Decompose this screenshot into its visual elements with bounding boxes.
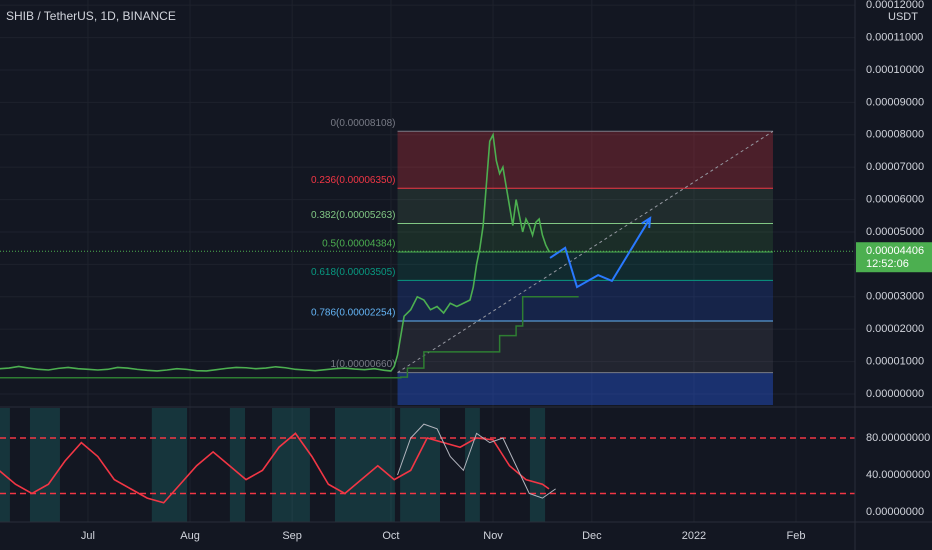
trailing-line — [0, 296, 579, 379]
axis-unit: USDT — [888, 11, 918, 23]
highlight-zone — [151, 408, 188, 522]
y-tick-label: 0.00010000 — [866, 64, 924, 76]
y-tick-label: 0.00001000 — [866, 355, 924, 367]
y-tick-label: 0.00003000 — [866, 291, 924, 303]
y-tick-label: 0.00009000 — [866, 96, 924, 108]
x-tick-label: Aug — [180, 530, 200, 542]
countdown-label: 12:52:06 — [866, 258, 909, 270]
highlight-zone — [465, 408, 480, 522]
y-tick-label: 80.00000000 — [866, 432, 930, 444]
highlight-zone — [400, 408, 441, 522]
y-tick-label: 40.00000000 — [866, 469, 930, 481]
highlight-zone — [272, 408, 310, 522]
fib-band — [397, 131, 773, 189]
y-tick-label: 0.00008000 — [866, 129, 924, 141]
highlight-zone — [29, 408, 60, 522]
highlight-zone — [229, 408, 246, 522]
x-tick-label: Dec — [582, 530, 602, 542]
x-tick-label: Sep — [282, 530, 302, 542]
x-tick-label: Oct — [382, 530, 399, 542]
fib-label: 0.236(0.00006350) — [311, 175, 396, 186]
y-tick-label: 0.00002000 — [866, 323, 924, 335]
last-price-label: 0.00004406 — [866, 245, 924, 257]
oscillator-line — [397, 423, 556, 499]
fib-band — [397, 188, 773, 224]
y-tick-label: 0.00000000 — [866, 388, 924, 400]
symbol-title: SHIB / TetherUS, 1D, BINANCE — [6, 9, 176, 23]
fib-band — [397, 372, 773, 405]
y-tick-label: 0.00000000 — [866, 506, 924, 518]
fib-label: 0.618(0.00003505) — [311, 267, 396, 278]
x-tick-label: Feb — [787, 530, 806, 542]
fib-label: 0.5(0.00004384) — [322, 239, 395, 250]
oscillator-line — [0, 432, 550, 504]
highlight-zone — [529, 408, 546, 522]
fib-band — [397, 251, 773, 281]
fib-band — [397, 320, 773, 373]
fib-label: 0.382(0.00005263) — [311, 210, 396, 221]
x-tick-label: 2022 — [682, 530, 706, 542]
highlight-zone — [0, 408, 10, 522]
fib-band — [397, 223, 773, 252]
projection-line — [549, 217, 651, 289]
x-tick-label: Nov — [483, 530, 503, 542]
highlight-zone — [334, 408, 395, 522]
fib-band — [397, 280, 773, 321]
price-line — [0, 132, 550, 372]
fib-label: 0.786(0.00002254) — [311, 308, 396, 319]
x-tick-label: Jul — [81, 530, 95, 542]
y-tick-label: 0.00007000 — [866, 161, 924, 173]
fib-trendline — [397, 130, 774, 374]
last-price-tag — [856, 242, 932, 273]
y-tick-label: 0.00006000 — [866, 193, 924, 205]
y-tick-label: 0.00005000 — [866, 226, 924, 238]
y-tick-label: 0.00011000 — [866, 31, 923, 43]
fib-label: 0(0.00008108) — [330, 118, 395, 129]
y-tick-label: 0.00012000 — [866, 0, 924, 11]
projection-arrowhead — [641, 216, 652, 229]
fib-label: 1(0.00000660) — [330, 359, 395, 370]
